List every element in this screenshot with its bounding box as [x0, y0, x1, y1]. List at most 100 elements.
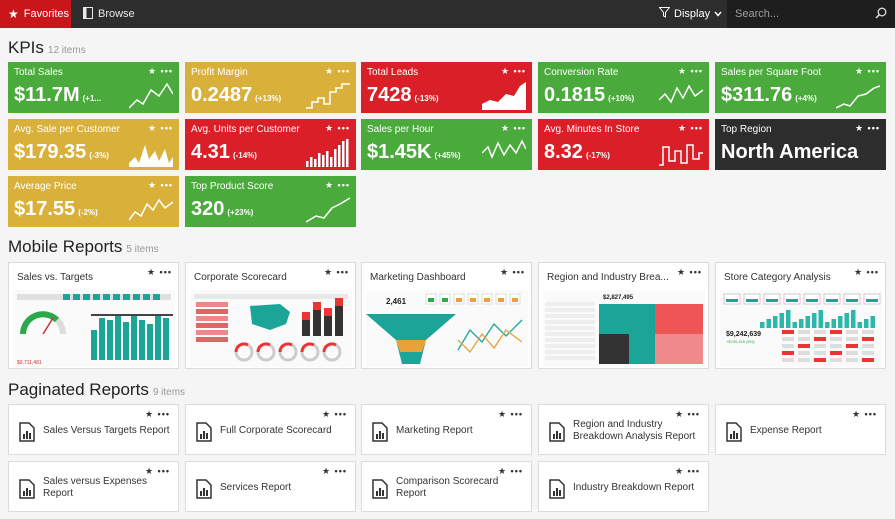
tile-actions[interactable]: ★ ••• [497, 409, 523, 419]
kpi-tile[interactable]: Avg. Units per Customer ★ ••• 4.31 (-14%) [185, 119, 356, 170]
mobile-report-tile[interactable]: Corporate Scorecard ★ ••• [185, 262, 356, 369]
kpi-value-text: 0.1815 [544, 84, 606, 106]
sparkline-chart [306, 83, 350, 109]
sparkline-chart [836, 85, 880, 109]
kpi-value-text: 8.32 [544, 141, 583, 163]
kpi-tile[interactable]: Avg. Minutes In Store ★ ••• 8.32 (-17%) [538, 119, 709, 170]
kpi-change: (+4%) [795, 94, 817, 103]
kpi-name: Top Product Score [191, 181, 274, 192]
paginated-report-tile[interactable]: ★ ••• Region and Industry Breakdown Anal… [538, 404, 709, 455]
kpi-value-text: 7428 [367, 84, 412, 106]
report-file-icon [196, 422, 212, 442]
search-input[interactable] [735, 6, 865, 22]
display-dropdown[interactable]: Display [658, 0, 722, 28]
report-name: Corporate Scorecard [194, 272, 287, 283]
kpi-tile[interactable]: Top Product Score ★ ••• 320 (+23%) [185, 176, 356, 227]
report-name: Sales Versus Targets Report [43, 424, 170, 436]
report-name: Store Category Analysis [724, 272, 831, 283]
tile-actions[interactable]: ★ ••• [676, 267, 702, 277]
kpi-name: Top Region [721, 124, 772, 135]
thumb-value: 2,461 [386, 297, 407, 306]
search-icon[interactable] [875, 6, 887, 24]
kpi-value: $1.45K (+45%) [367, 140, 461, 168]
tile-actions[interactable]: ★ ••• [321, 466, 347, 476]
kpi-tile[interactable]: Average Price ★ ••• $17.55 (-2%) [8, 176, 179, 227]
paginated-report-tile[interactable]: ★ ••• Marketing Report [361, 404, 532, 455]
kpi-name: Total Sales [14, 67, 63, 78]
favorites-label: Favorites [23, 8, 70, 20]
kpis-section-title: KPIs 12 items [8, 38, 86, 58]
kpi-tile[interactable]: Sales per Square Foot ★ ••• $311.76 (+4%) [715, 62, 886, 113]
tile-actions[interactable]: ★ ••• [674, 409, 700, 419]
report-name: Sales versus Expenses Report [43, 475, 147, 499]
tile-actions[interactable]: ★ ••• [324, 66, 350, 76]
paginated-report-tile[interactable]: ★ ••• Sales Versus Targets Report [8, 404, 179, 455]
mobile-report-tile[interactable]: Region and Industry Brea... ★ ••• $2,827… [538, 262, 709, 369]
kpi-change: (-14%) [232, 151, 257, 160]
tile-actions[interactable]: ★ ••• [324, 123, 350, 133]
report-file-icon [196, 479, 212, 499]
thumb-value: $2,827,495 [603, 295, 634, 301]
tile-actions[interactable]: ★ ••• [144, 409, 170, 419]
sparkline-chart [306, 197, 350, 223]
mobile-report-tile[interactable]: Store Category Analysis ★ ••• $9,242,639… [715, 262, 886, 369]
kpi-tile[interactable]: Sales per Hour ★ ••• $1.45K (+45%) [361, 119, 532, 170]
sparkline-chart [482, 82, 526, 110]
kpi-change: (+10%) [608, 94, 635, 103]
kpi-value: North America [721, 140, 861, 168]
report-file-icon [372, 479, 388, 499]
tile-actions[interactable]: ★ ••• [323, 267, 349, 277]
kpi-value-text: 4.31 [191, 141, 230, 163]
mobile-report-tile[interactable]: Marketing Dashboard ★ ••• 2,461 [361, 262, 532, 369]
report-name: Comparison Scorecard Report [396, 475, 499, 499]
report-file-icon [726, 422, 742, 442]
kpi-name: Total Leads [367, 67, 419, 78]
sparkline-chart [306, 139, 349, 167]
tile-actions[interactable]: ★ ••• [499, 267, 525, 277]
kpi-value-text: $17.55 [14, 198, 76, 220]
tile-actions[interactable]: ★ ••• [147, 180, 173, 190]
tile-actions[interactable]: ★ ••• [324, 180, 350, 190]
tile-actions[interactable]: ★ ••• [500, 66, 526, 76]
paginated-report-tile[interactable]: ★ ••• Full Corporate Scorecard [185, 404, 356, 455]
report-name: Sales vs. Targets [17, 272, 93, 283]
tile-actions[interactable]: ★ ••• [147, 66, 173, 76]
kpi-name: Avg. Units per Customer [191, 124, 300, 135]
kpi-tile[interactable]: Total Sales ★ ••• $11.7M (+1... [8, 62, 179, 113]
section-title-text: KPIs [8, 38, 44, 57]
paginated-report-tile[interactable]: ★ ••• Sales versus Expenses Report [8, 461, 179, 512]
kpi-value: $179.35 (-3%) [14, 140, 109, 168]
tile-actions[interactable]: ★ ••• [854, 66, 880, 76]
tile-actions[interactable]: ★ ••• [321, 409, 347, 419]
kpi-name: Sales per Square Foot [721, 67, 822, 78]
tile-actions[interactable]: ★ ••• [146, 267, 172, 277]
sparkline-chart [659, 84, 703, 104]
kpi-tile[interactable]: Conversion Rate ★ ••• 0.1815 (+10%) [538, 62, 709, 113]
tile-actions[interactable]: ★ ••• [854, 123, 880, 133]
mobile-reports-section-title: Mobile Reports 5 items [8, 237, 159, 257]
kpi-tile[interactable]: Avg. Sale per Customer ★ ••• $179.35 (-3%… [8, 119, 179, 170]
browse-tab[interactable]: Browse [83, 0, 135, 28]
tile-actions[interactable]: ★ ••• [497, 466, 523, 476]
tile-actions[interactable]: ★ ••• [853, 267, 879, 277]
mobile-report-tile[interactable]: Sales vs. Targets ★ ••• $9,711,481 [8, 262, 179, 369]
report-file-icon [19, 422, 35, 442]
tile-actions[interactable]: ★ ••• [851, 409, 877, 419]
tile-actions[interactable]: ★ ••• [677, 66, 703, 76]
paginated-report-tile[interactable]: ★ ••• Industry Breakdown Report [538, 461, 709, 512]
paginated-report-tile[interactable]: ★ ••• Services Report [185, 461, 356, 512]
tile-actions[interactable]: ★ ••• [147, 123, 173, 133]
paginated-report-tile[interactable]: ★ ••• Expense Report [715, 404, 886, 455]
kpi-tile[interactable]: Top Region ★ ••• North America [715, 119, 886, 170]
kpi-value: $311.76 (+4%) [721, 83, 817, 111]
kpi-tile[interactable]: Total Leads ★ ••• 7428 (-13%) [361, 62, 532, 113]
tile-actions[interactable]: ★ ••• [144, 466, 170, 476]
tile-actions[interactable]: ★ ••• [674, 466, 700, 476]
kpi-value: 7428 (-13%) [367, 83, 439, 111]
tile-actions[interactable]: ★ ••• [677, 123, 703, 133]
tile-actions[interactable]: ★ ••• [500, 123, 526, 133]
kpi-tile[interactable]: Profit Margin ★ ••• 0.2487 (+13%) [185, 62, 356, 113]
paginated-report-tile[interactable]: ★ ••• Comparison Scorecard Report [361, 461, 532, 512]
favorites-tab[interactable]: ★ Favorites [0, 0, 71, 28]
report-name: Marketing Report [396, 424, 473, 436]
